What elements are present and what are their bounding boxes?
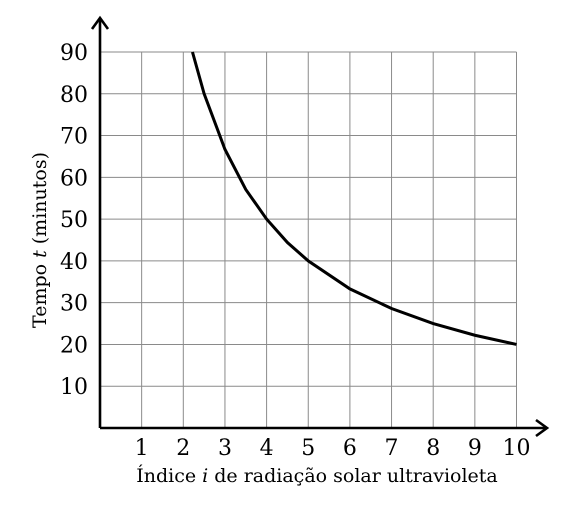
x-tick-label: 4: [260, 436, 274, 461]
y-tick-label: 90: [60, 41, 88, 66]
series-line: [191, 51, 517, 346]
x-axis-arrow: [535, 418, 550, 438]
x-tick-labels: 1 2 3 4 5 6 7 8 9 10: [135, 436, 531, 461]
x-tick-label: 10: [503, 436, 531, 461]
x-tick-label: 9: [468, 436, 482, 461]
y-tick-label: 20: [60, 333, 88, 358]
axes: [90, 15, 550, 438]
grid: [100, 51, 517, 428]
x-tick-label: 1: [135, 436, 149, 461]
x-tick-label: 7: [385, 436, 399, 461]
y-tick-label: 50: [60, 208, 88, 233]
y-tick-label: 30: [60, 292, 88, 317]
y-axis-arrow: [90, 15, 110, 30]
y-tick-label: 40: [60, 250, 88, 275]
y-tick-labels: 10 20 30 40 50 60 70 80 90: [60, 41, 88, 400]
x-tick-label: 5: [301, 436, 315, 461]
x-tick-label: 2: [176, 436, 190, 461]
y-axis-label: Tempo t (minutos): [29, 152, 51, 328]
x-tick-label: 3: [218, 436, 232, 461]
x-axis-label: Índice i de radiação solar ultravioleta: [136, 464, 498, 487]
y-tick-label: 70: [60, 125, 88, 150]
x-tick-label: 8: [426, 436, 440, 461]
x-tick-label: 6: [343, 436, 357, 461]
y-tick-label: 80: [60, 83, 88, 108]
y-tick-label: 60: [60, 166, 88, 191]
y-tick-label: 10: [60, 375, 88, 400]
